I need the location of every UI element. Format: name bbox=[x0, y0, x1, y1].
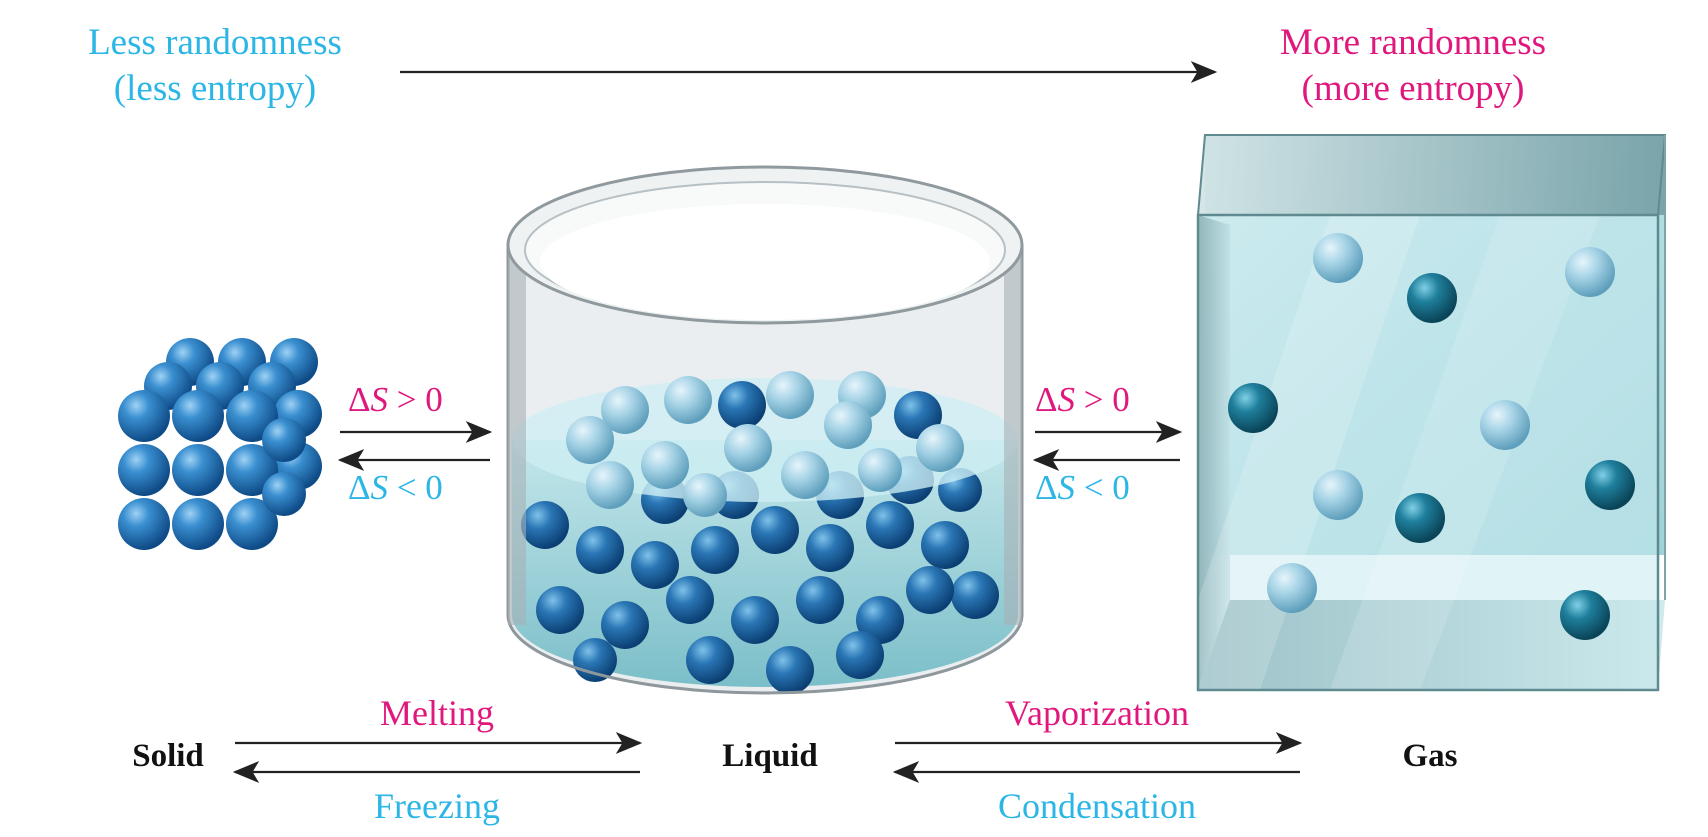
delta-symbol: Δ bbox=[348, 468, 371, 507]
entropy-symbol: S bbox=[370, 468, 389, 507]
less-entropy-text: (less entropy) bbox=[113, 68, 317, 109]
less-randomness-text: Less randomness bbox=[88, 22, 342, 63]
vaporization-label: Vaporization bbox=[1005, 693, 1189, 733]
solid-liquid-delta-s-positive: ΔS > 0 bbox=[348, 380, 443, 420]
liquid-gas-delta-s-negative: ΔS < 0 bbox=[1035, 468, 1130, 508]
melting-label: Melting bbox=[380, 693, 494, 733]
liquid-state-label: Liquid bbox=[722, 738, 818, 774]
less-entropy-label: Less randomness (less entropy) bbox=[88, 20, 342, 112]
delta-symbol: Δ bbox=[348, 380, 371, 419]
inequality-text: > 0 bbox=[1075, 380, 1130, 419]
delta-symbol: Δ bbox=[1035, 468, 1058, 507]
condensation-label: Condensation bbox=[998, 786, 1196, 826]
solid-state-label: Solid bbox=[132, 738, 204, 774]
gas-state-label: Gas bbox=[1402, 738, 1458, 774]
solid-crystal bbox=[118, 338, 322, 550]
liquid-beaker bbox=[506, 165, 1024, 695]
entropy-symbol: S bbox=[1057, 380, 1076, 419]
inequality-text: > 0 bbox=[388, 380, 443, 419]
entropy-symbol: S bbox=[370, 380, 389, 419]
more-randomness-text: More randomness bbox=[1279, 22, 1547, 63]
delta-symbol: Δ bbox=[1035, 380, 1058, 419]
inequality-text: < 0 bbox=[388, 468, 443, 507]
entropy-symbol: S bbox=[1057, 468, 1076, 507]
more-entropy-label: More randomness (more entropy) bbox=[1280, 20, 1546, 112]
liquid-gas-delta-s-positive: ΔS > 0 bbox=[1035, 380, 1130, 420]
solid-liquid-delta-s-negative: ΔS < 0 bbox=[348, 468, 443, 508]
gas-container bbox=[1196, 134, 1667, 692]
inequality-text: < 0 bbox=[1075, 468, 1130, 507]
more-entropy-text: (more entropy) bbox=[1301, 68, 1525, 109]
freezing-label: Freezing bbox=[374, 786, 500, 826]
